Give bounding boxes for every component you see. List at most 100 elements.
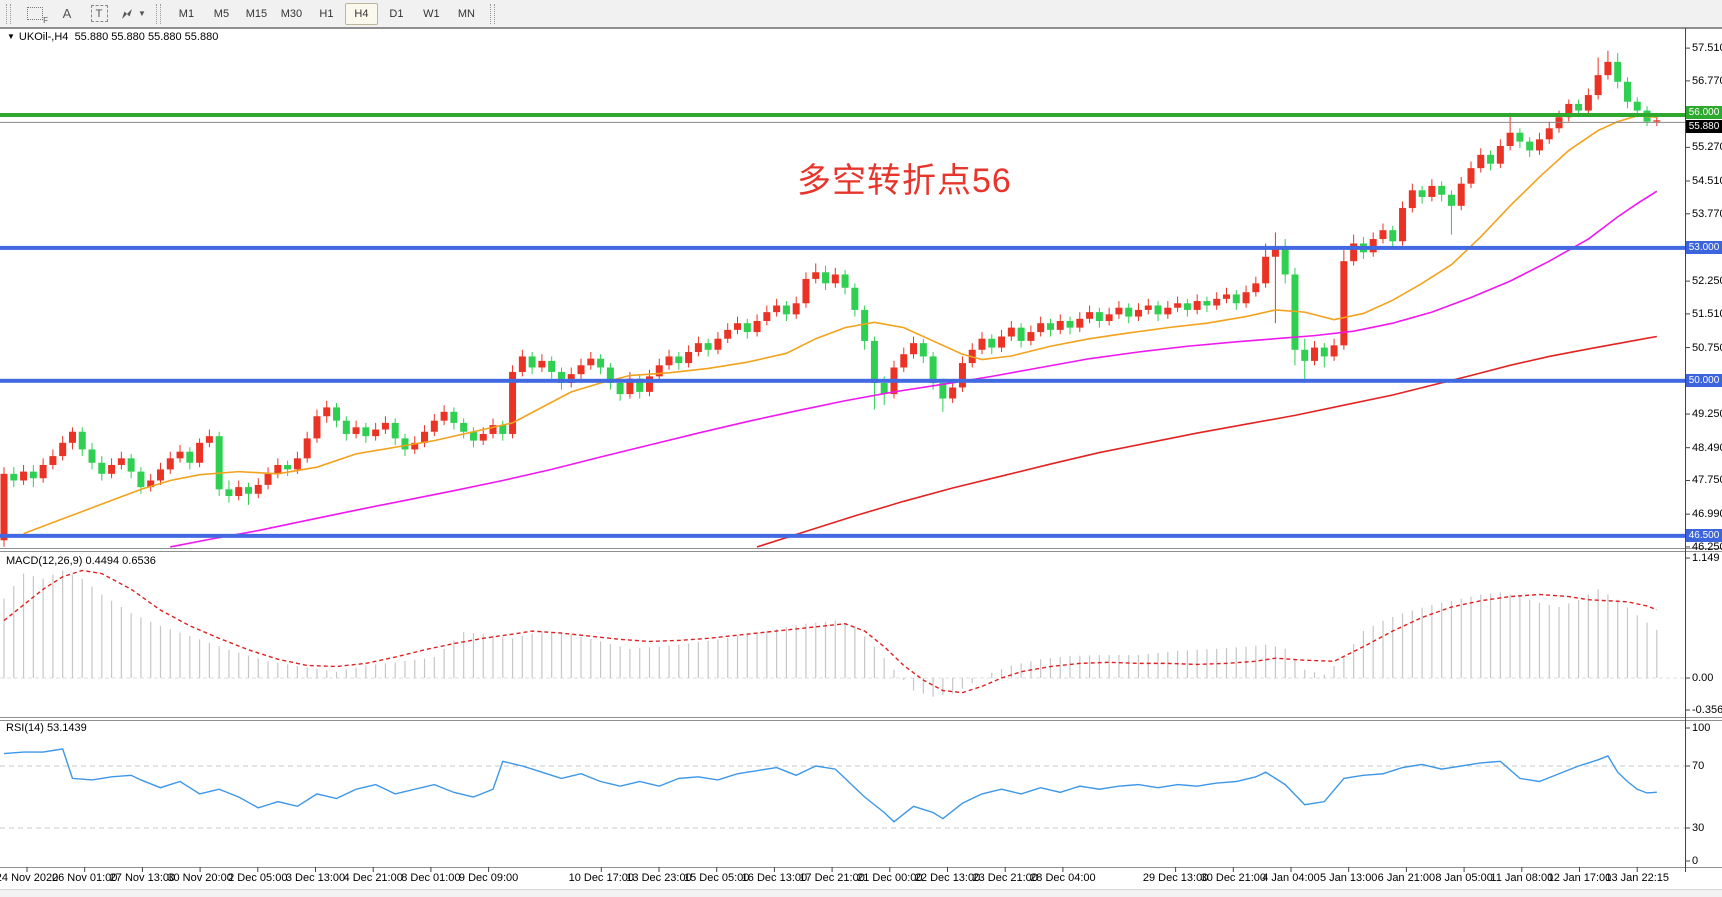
candle	[156, 469, 164, 481]
arrows-icon	[122, 8, 132, 19]
text-box-icon: T	[90, 5, 108, 22]
candle	[704, 343, 712, 350]
time-axis-label: 6 Jan 21:00	[1377, 872, 1436, 884]
candle	[1183, 303, 1191, 310]
timeframe-button-m5[interactable]: M5	[213, 7, 230, 20]
timeframe-button-h1[interactable]: H1	[319, 7, 334, 20]
current-price-badge: 55.880	[1686, 120, 1722, 133]
toolbar-grip[interactable]	[489, 3, 495, 24]
candle	[1076, 318, 1084, 328]
candle	[724, 329, 732, 339]
chart-menu-triangle-icon[interactable]: ▼	[7, 32, 15, 41]
candle	[20, 471, 28, 481]
candle	[499, 425, 507, 434]
candle	[421, 431, 429, 443]
chart-text-annotation[interactable]: 多空转折点56	[797, 162, 1012, 200]
time-axis-label: 11 Jan 08:00	[1490, 872, 1554, 884]
candle	[284, 464, 292, 470]
timeframe-button-h4[interactable]: H4	[344, 2, 378, 25]
candle	[1535, 139, 1543, 151]
candle	[137, 471, 145, 488]
candle	[1447, 194, 1455, 206]
candle	[68, 431, 76, 443]
candle	[1164, 307, 1172, 315]
candle	[78, 431, 86, 450]
candle	[117, 458, 125, 465]
candle	[1223, 294, 1230, 299]
candle	[831, 274, 839, 284]
candle	[235, 487, 243, 496]
level-badge-50.000: 50.000	[1686, 374, 1722, 388]
candle	[1496, 146, 1504, 164]
candle	[822, 272, 830, 284]
time-axis-label: 5 Jan 13:00	[1319, 872, 1378, 884]
timeframe-button-m30[interactable]: M30	[280, 7, 303, 20]
time-axis-label: 9 Dec 09:00	[458, 872, 519, 884]
candle	[440, 411, 448, 421]
rsi-axis-tick: 30	[1692, 822, 1705, 834]
candle	[245, 487, 252, 494]
candle	[147, 480, 155, 488]
candle	[538, 360, 546, 368]
timeframe-button-w1[interactable]: W1	[423, 7, 440, 20]
candle	[274, 464, 282, 474]
candle	[675, 356, 683, 364]
candle	[0, 473, 8, 541]
candle	[1125, 307, 1133, 317]
text-label-tool-button[interactable]: A	[54, 2, 80, 26]
candle	[1438, 185, 1446, 195]
time-axis-label: 22 Dec 13:00	[914, 872, 981, 884]
candle	[509, 371, 517, 434]
price-axis-tick: 51.510	[1692, 307, 1722, 320]
toolbar-grip[interactable]	[155, 3, 161, 24]
candle	[205, 436, 213, 443]
timeframe-button-m15[interactable]: M15	[245, 7, 268, 20]
candle	[1467, 168, 1475, 184]
candle	[1565, 103, 1573, 118]
candle	[1232, 294, 1240, 304]
arrows-tool-button[interactable]: ▼	[118, 2, 147, 26]
candle	[264, 473, 272, 485]
price-axis-tick: 53.770	[1692, 207, 1722, 220]
candle	[753, 320, 761, 333]
candle	[1408, 190, 1416, 209]
time-axis-label: 2 Dec 05:00	[228, 872, 288, 884]
candle	[587, 358, 595, 366]
candle	[372, 429, 380, 437]
candle	[1066, 320, 1074, 328]
price-axis-tick: 54.510	[1692, 175, 1722, 187]
candle	[1213, 298, 1221, 306]
candle	[176, 451, 184, 459]
time-axis-label: 10 Dec 17:00	[568, 872, 635, 884]
candle	[518, 356, 526, 372]
rsi-line	[3, 748, 1657, 823]
timeframe-button-d1[interactable]: D1	[389, 7, 404, 20]
timeframe-button-mn[interactable]: MN	[457, 7, 475, 20]
text-box-tool-button[interactable]: T	[86, 2, 112, 26]
candle	[1477, 154, 1485, 169]
candle	[1203, 301, 1211, 306]
candle	[1487, 154, 1495, 164]
time-axis-label: 12 Jan 17:00	[1547, 872, 1612, 884]
time-axis-label: 30 Nov 20:00	[167, 872, 233, 884]
time-axis-label: 28 Dec 04:00	[1030, 872, 1096, 884]
candle	[1584, 95, 1592, 111]
candle	[988, 338, 996, 348]
candle	[841, 274, 849, 288]
candle	[743, 323, 751, 333]
candle	[10, 473, 18, 481]
candle	[1105, 314, 1113, 321]
toolbar-grip[interactable]	[6, 3, 11, 24]
candle	[1614, 61, 1622, 82]
candle	[567, 374, 575, 384]
mid-ma-magenta	[170, 190, 1658, 548]
freehand-grid-tool-button[interactable]: F	[22, 2, 48, 26]
candle	[1575, 103, 1583, 111]
timeframe-button-m1[interactable]: M1	[178, 7, 195, 20]
candle	[1262, 256, 1270, 284]
candle	[782, 305, 790, 315]
level-line-50.000	[0, 378, 1685, 383]
candle	[1418, 190, 1426, 197]
chevron-down-icon: ▼	[138, 9, 146, 18]
